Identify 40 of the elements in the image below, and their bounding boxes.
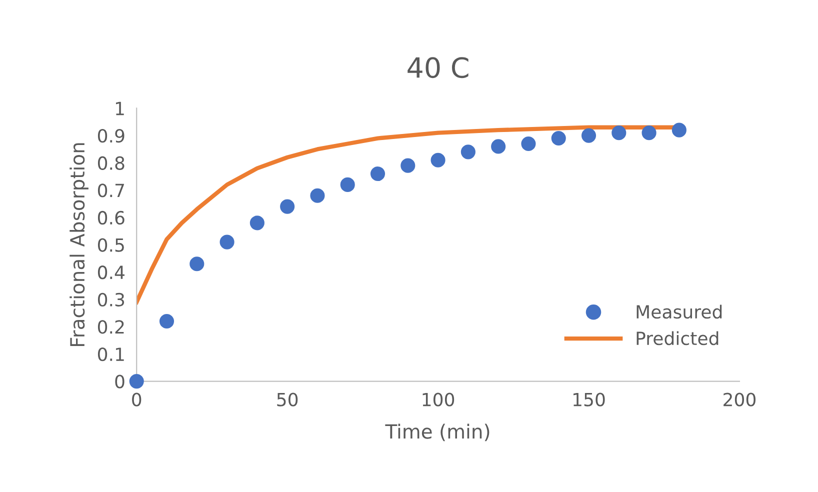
point bbox=[551, 130, 566, 146]
y-tick-label: 0.8 bbox=[98, 156, 124, 170]
y-tick-label: 0.6 bbox=[98, 210, 124, 225]
point bbox=[250, 216, 264, 230]
chart-title: 40 C bbox=[408, 57, 468, 78]
point bbox=[642, 126, 656, 140]
point bbox=[220, 234, 234, 250]
y-tick-label: 0.7 bbox=[98, 184, 124, 198]
y-tick-label: 0.3 bbox=[98, 292, 124, 306]
y-tick-label: 0 bbox=[115, 374, 124, 388]
x-tick-label: 50 bbox=[277, 392, 298, 406]
y-tick-label: 1 bbox=[116, 102, 124, 116]
point bbox=[581, 128, 596, 143]
point bbox=[672, 122, 686, 138]
y-tick-label: 0.4 bbox=[98, 266, 124, 280]
x-tick-label: 100 bbox=[422, 392, 454, 406]
y-tick-label: 0.5 bbox=[98, 238, 124, 252]
point bbox=[612, 126, 626, 140]
y-axis-title: Fractional Absorption bbox=[70, 143, 88, 346]
legend-label: Predicted bbox=[636, 331, 718, 346]
y-tick-label: 0.1 bbox=[98, 347, 124, 362]
point bbox=[340, 177, 355, 192]
point bbox=[280, 199, 295, 214]
point bbox=[400, 158, 416, 173]
x-axis-title: Time (min) bbox=[385, 424, 490, 442]
point bbox=[370, 166, 386, 182]
point bbox=[491, 139, 506, 154]
legend-label: Measured bbox=[636, 304, 722, 319]
point bbox=[159, 314, 174, 329]
x-tick-label: 200 bbox=[724, 392, 756, 406]
point bbox=[310, 188, 325, 203]
x-tick-label: 0 bbox=[132, 392, 142, 406]
point bbox=[430, 152, 446, 168]
point bbox=[190, 256, 204, 272]
y-tick-label: 0.2 bbox=[98, 320, 124, 334]
y-tick-label: 0.9 bbox=[98, 129, 124, 143]
point bbox=[521, 136, 536, 152]
point bbox=[460, 144, 476, 160]
x-tick-label: 150 bbox=[574, 392, 605, 406]
point bbox=[129, 374, 144, 389]
